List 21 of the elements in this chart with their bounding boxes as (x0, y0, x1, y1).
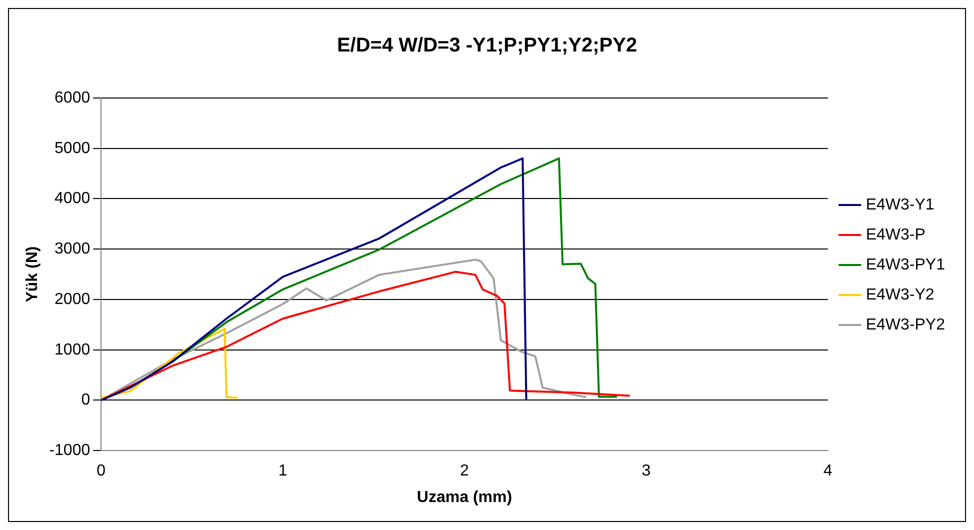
x-axis-title: Uzama (mm) (416, 488, 512, 506)
legend-label: E4W3-Y2 (866, 286, 934, 304)
y-tick-label: 5000 (54, 140, 90, 157)
x-tick-label: 4 (823, 462, 832, 480)
x-tick-label: 3 (642, 462, 651, 480)
legend-label: E4W3-Y1 (866, 196, 934, 214)
x-tick-label: 0 (96, 462, 106, 480)
y-tick-label: 6000 (54, 89, 90, 106)
y-tick-label: -1000 (49, 442, 90, 460)
legend-label: E4W3-PY2 (866, 316, 946, 334)
y-tick-label: 2000 (54, 290, 90, 308)
y-axis-title: Yük (N) (24, 246, 42, 302)
y-tick-label: 1000 (54, 341, 90, 358)
y-tick-label: 4000 (54, 190, 90, 208)
y-tick-label: 0 (81, 392, 90, 409)
legend-label: E4W3-P (866, 226, 926, 244)
x-tick-label: 2 (460, 462, 470, 480)
legend-label: E4W3-PY1 (866, 256, 946, 274)
chart-title: E/D=4 W/D=3 -Y1;P;PY1;Y2;PY2 (336, 34, 638, 57)
x-tick-label: 1 (278, 462, 288, 480)
y-tick-label: 3000 (54, 240, 90, 258)
